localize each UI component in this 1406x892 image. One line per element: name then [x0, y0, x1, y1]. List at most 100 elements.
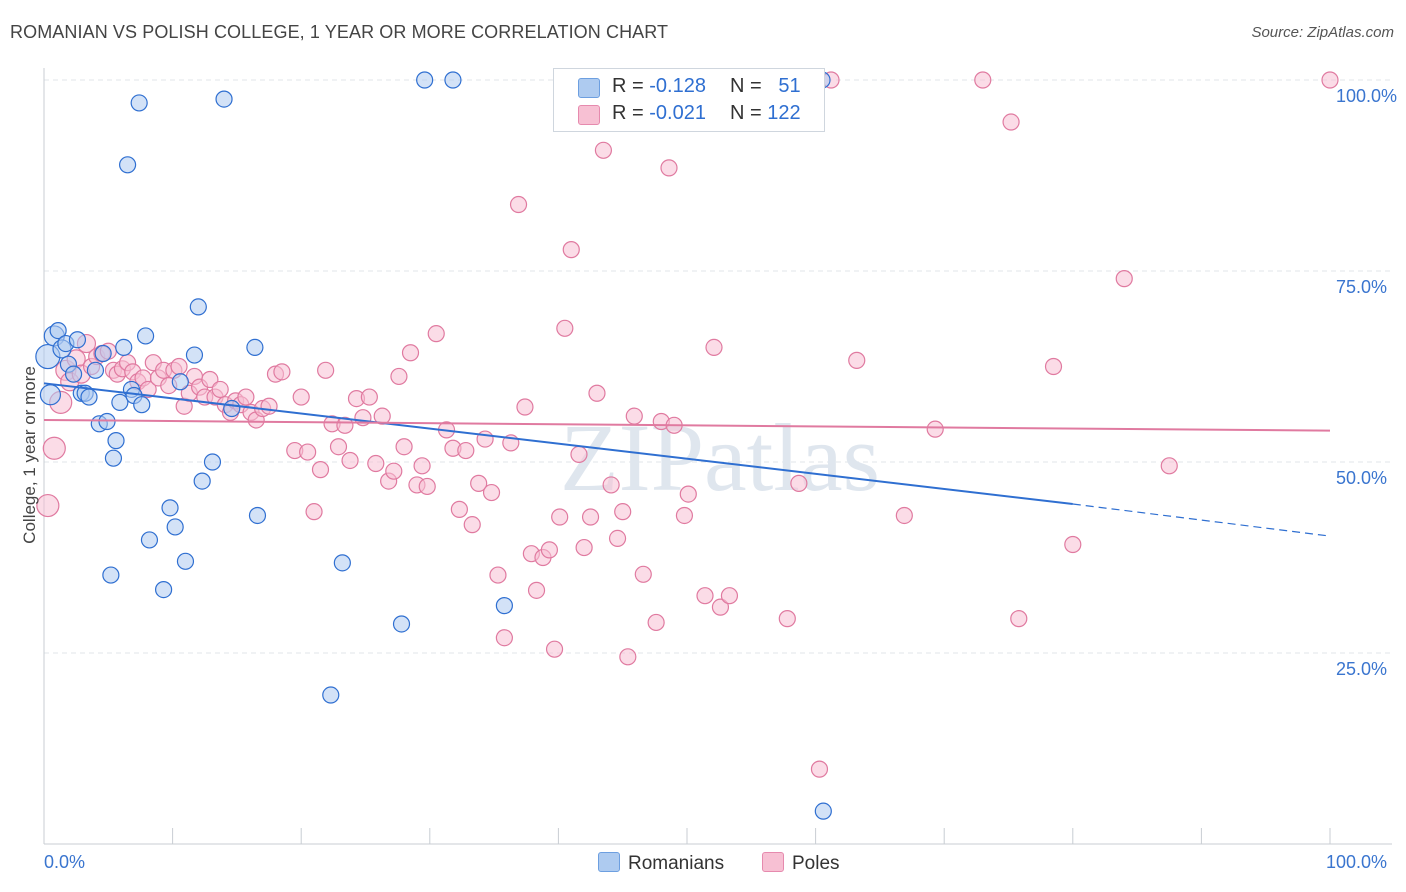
trend-lines — [43, 382, 1331, 537]
poles-point-92 — [581, 508, 600, 526]
poles-point-122 — [1064, 535, 1082, 554]
legend-n-romanians: N = 51 — [730, 75, 801, 97]
legend-item-romanians[interactable]: Romanians — [598, 852, 724, 875]
poles-legend-swatch — [762, 852, 784, 872]
poles-swatch — [578, 105, 600, 125]
romanians-point-33 — [185, 346, 204, 364]
poles-point-73 — [463, 516, 481, 534]
romanians-point-37 — [215, 90, 233, 108]
poles-point-111 — [778, 610, 796, 628]
poles-point-89 — [562, 241, 580, 259]
romanians-point-50 — [814, 802, 832, 820]
romanians-trend-line — [43, 382, 1073, 506]
romanians-point-3 — [49, 321, 67, 340]
legend-item-poles[interactable]: Poles — [762, 852, 840, 875]
romanians-point-28 — [154, 580, 173, 599]
poles-point-77 — [489, 566, 507, 584]
romanians-legend-label: Romanians — [628, 853, 725, 874]
poles-point-117 — [926, 420, 944, 438]
poles-point-105 — [675, 506, 694, 525]
romanians-point-38 — [223, 399, 241, 418]
poles-legend-label: Poles — [792, 853, 840, 874]
poles-point-95 — [602, 476, 620, 494]
poles-point-86 — [545, 640, 564, 658]
source-label: Source: ZipAtlas.com — [1251, 24, 1394, 41]
poles-point-98 — [619, 648, 637, 666]
poles-point-59 — [373, 407, 391, 425]
romanians-point-18 — [107, 432, 125, 450]
poles-point-119 — [1002, 113, 1020, 131]
poles-point-108 — [705, 338, 723, 356]
poles-point-123 — [1115, 270, 1133, 288]
poles-point-91 — [575, 538, 593, 557]
romanians-point-44 — [416, 71, 434, 89]
romanians-point-19 — [111, 393, 129, 412]
romanians-point-39 — [246, 338, 264, 356]
romanians-point-46 — [495, 597, 513, 615]
poles-point-112 — [790, 474, 808, 492]
poles-point-83 — [527, 581, 546, 599]
romanians-point-42 — [333, 554, 351, 572]
poles-point-33 — [211, 380, 229, 399]
romanians-point-16 — [102, 566, 120, 584]
poles-point-113 — [810, 760, 829, 778]
legend-n-poles: N = 122 — [730, 102, 801, 124]
poles-point-67 — [418, 477, 436, 496]
romanians-point-41 — [322, 686, 340, 704]
romanians-point-11 — [80, 388, 98, 406]
poles-point-115 — [848, 351, 866, 369]
poles-point-76 — [482, 483, 501, 502]
poles-point-72 — [457, 441, 475, 460]
y-tick-label-25: 25.0% — [1336, 659, 1388, 679]
poles-point-78 — [495, 629, 513, 647]
poles-point-121 — [1044, 357, 1063, 376]
poles-point-64 — [401, 344, 420, 362]
stats-legend: R = -0.128 N = 51 R = -0.021 N = 122 — [553, 68, 825, 132]
legend-r-romanians: R = -0.128 — [612, 75, 706, 97]
poles-point-103 — [660, 159, 678, 177]
y-axis-label: College, 1 year or more — [20, 366, 39, 544]
romanians-point-32 — [176, 552, 195, 570]
poles-point-46 — [292, 388, 310, 406]
poles-point-44 — [273, 363, 291, 381]
gridlines — [44, 79, 1392, 654]
poles-point-25 — [170, 357, 188, 376]
romanians-legend-swatch — [598, 852, 620, 872]
poles-point-80 — [509, 195, 528, 214]
poles-point-48 — [305, 503, 323, 521]
y-tick-label-75: 75.0% — [1336, 277, 1388, 297]
romanians-point-35 — [193, 472, 211, 490]
romanians-point-40 — [248, 506, 267, 525]
y-tick-label-100: 100.0% — [1336, 86, 1398, 106]
romanians-point-27 — [140, 531, 159, 549]
poles-point-99 — [625, 407, 643, 425]
poles-point-100 — [634, 565, 652, 583]
poles-trend-line — [43, 418, 1331, 432]
poles-point-49 — [311, 461, 330, 479]
romanians-point-8 — [68, 331, 87, 349]
poles-point-87 — [551, 508, 569, 526]
poles-point-50 — [317, 361, 335, 379]
poles-point-31 — [201, 370, 219, 389]
romanians-point-30 — [166, 518, 184, 536]
romanians-point-21 — [118, 156, 137, 174]
poles-point-125 — [1321, 71, 1339, 89]
poles-point-110 — [720, 587, 739, 605]
romanians-point-26 — [136, 327, 155, 345]
poles-point-101 — [647, 613, 665, 632]
romanians-point-31 — [171, 373, 189, 391]
poles-point-124 — [1160, 457, 1178, 475]
romanians-point-25 — [133, 396, 151, 414]
romanians-point-7 — [64, 365, 83, 383]
poles-point-47 — [299, 443, 317, 461]
poles-point-90 — [570, 445, 588, 463]
poles-point-63 — [395, 438, 413, 456]
romanians-point-1 — [39, 384, 62, 406]
x-tick-label-left: 0.0% — [44, 852, 86, 872]
axes — [43, 68, 1392, 845]
poles-point-118 — [974, 71, 992, 89]
poles-point-19 — [139, 380, 157, 399]
chart-title: ROMANIAN VS POLISH COLLEGE, 1 YEAR OR MO… — [10, 22, 669, 42]
poles-point-97 — [614, 503, 632, 521]
